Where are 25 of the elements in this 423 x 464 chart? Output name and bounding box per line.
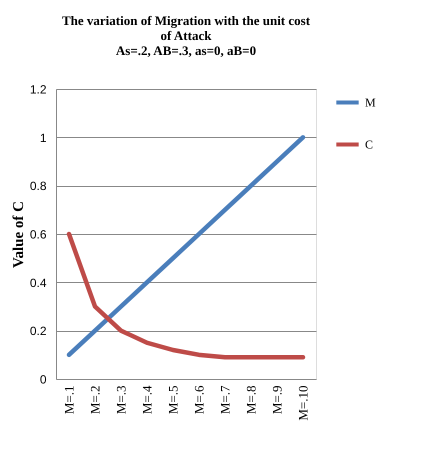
x-tick-label: M=.3 xyxy=(114,386,128,414)
text: As=.2, AB=.3, as=0, aB=0 xyxy=(116,43,256,58)
y-tick-label: 0.2 xyxy=(30,324,47,338)
x-tick-label: M=.4 xyxy=(140,385,154,414)
text: The variation of Migration with the unit cost xyxy=(62,13,310,28)
x-tick-label: M=.9 xyxy=(270,386,284,414)
text: of Attack xyxy=(160,28,212,43)
legend-label: C xyxy=(365,138,374,152)
x-tick-label: M=.1 xyxy=(62,386,76,414)
x-tick-label: M=.7 xyxy=(218,385,232,414)
line-series xyxy=(66,232,306,360)
y-tick-label: 1.2 xyxy=(30,82,47,96)
y-tick-label: 0.8 xyxy=(30,179,47,194)
y-tick-label: 0.6 xyxy=(30,228,47,242)
y-tick-label: 1 xyxy=(40,130,47,145)
y-tick-label: 0 xyxy=(40,372,47,386)
x-tick-label: M=.6 xyxy=(192,385,206,414)
line-series xyxy=(66,135,306,358)
x-tick-label: M=.8 xyxy=(244,386,258,414)
x-tick-label: M=.10 xyxy=(296,386,310,421)
y-axis-title: Value of C xyxy=(10,201,27,268)
x-tick-label: M=.5 xyxy=(166,386,180,414)
x-tick-label: M=.2 xyxy=(88,386,102,414)
legend-label: M xyxy=(365,96,376,110)
y-tick-label: 0.4 xyxy=(30,276,47,290)
